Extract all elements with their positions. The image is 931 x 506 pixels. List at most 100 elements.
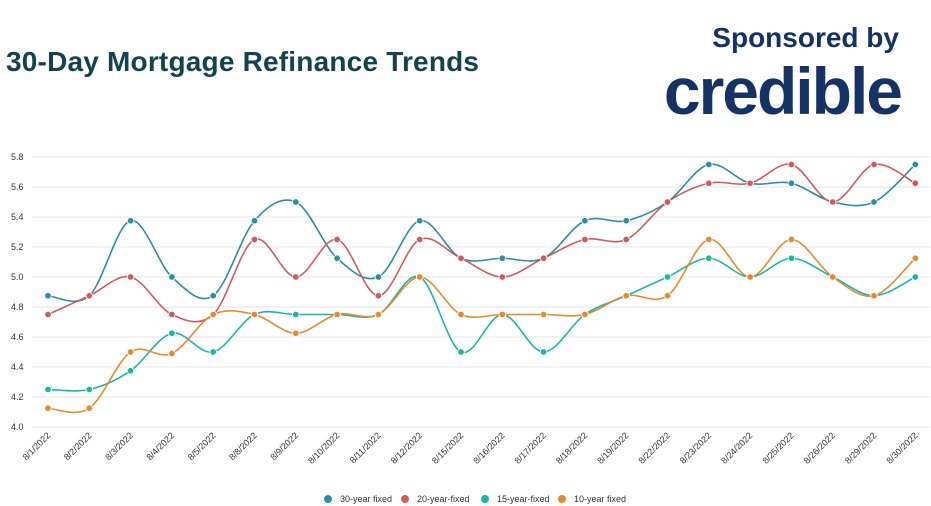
x-tick-label: 8/1/2022 bbox=[21, 430, 53, 462]
data-point bbox=[209, 310, 217, 319]
data-point bbox=[416, 235, 424, 244]
y-tick-label: 5.8 bbox=[11, 152, 24, 162]
x-tick-label: 8/18/2022 bbox=[554, 430, 589, 465]
x-tick-label: 8/30/2022 bbox=[884, 430, 919, 465]
data-point bbox=[85, 385, 93, 394]
data-point bbox=[457, 310, 465, 319]
x-tick-label: 8/4/2022 bbox=[144, 430, 176, 462]
x-tick-label: 8/22/2022 bbox=[637, 430, 672, 465]
sponsor-label: Sponsored by bbox=[712, 22, 899, 53]
data-point bbox=[746, 179, 754, 187]
data-point bbox=[622, 217, 630, 225]
x-tick-label: 8/24/2022 bbox=[719, 430, 754, 465]
data-point bbox=[374, 273, 383, 281]
data-point bbox=[416, 273, 424, 281]
y-axis-ticks: 5.8 5.6 5.4 5.2 5.0 4.8 4.6 4.4 4.2 4.0 bbox=[11, 152, 24, 432]
data-point bbox=[581, 235, 589, 244]
y-tick-label: 4.2 bbox=[11, 392, 24, 402]
series-points bbox=[44, 160, 919, 412]
data-point bbox=[250, 235, 259, 244]
legend-marker bbox=[324, 495, 332, 503]
x-tick-label: 8/15/2022 bbox=[430, 430, 465, 465]
legend-label: 10-year fixed bbox=[574, 494, 626, 504]
data-point bbox=[333, 235, 341, 244]
series-lines bbox=[47, 163, 916, 414]
data-point bbox=[333, 310, 341, 319]
data-point bbox=[168, 310, 176, 319]
data-point bbox=[705, 235, 713, 244]
data-point bbox=[85, 404, 93, 412]
y-tick-label: 5.4 bbox=[11, 212, 24, 222]
data-point bbox=[44, 310, 52, 319]
data-point bbox=[870, 160, 878, 169]
x-tick-label: 8/10/2022 bbox=[306, 430, 341, 465]
data-point bbox=[911, 179, 919, 187]
legend-marker bbox=[401, 495, 409, 503]
data-point bbox=[870, 198, 878, 206]
series-line-1 bbox=[47, 163, 916, 323]
x-tick-label: 8/8/2022 bbox=[227, 430, 259, 462]
chart-grid bbox=[32, 156, 930, 428]
data-point bbox=[705, 160, 713, 169]
data-point bbox=[292, 329, 300, 337]
x-tick-label: 8/9/2022 bbox=[268, 430, 300, 462]
data-point bbox=[663, 273, 672, 281]
series-line-0 bbox=[47, 163, 916, 303]
data-point bbox=[829, 198, 837, 206]
data-point bbox=[209, 348, 217, 356]
x-tick-label: 8/11/2022 bbox=[348, 430, 383, 465]
x-tick-label: 8/5/2022 bbox=[186, 430, 218, 462]
data-point bbox=[622, 292, 630, 300]
data-point bbox=[416, 217, 424, 225]
data-point bbox=[787, 160, 796, 169]
data-point bbox=[457, 348, 465, 356]
y-tick-label: 4.6 bbox=[11, 332, 24, 342]
brand-logo: credible bbox=[663, 54, 903, 128]
data-point bbox=[168, 329, 176, 337]
x-axis-ticks: 8/1/2022 8/2/2022 8/3/2022 8/4/2022 8/5/2022… bbox=[21, 430, 920, 465]
x-tick-label: 8/2/2022 bbox=[62, 430, 94, 462]
data-point bbox=[539, 310, 548, 319]
data-point bbox=[705, 254, 713, 262]
data-point bbox=[168, 273, 176, 281]
x-tick-label: 8/3/2022 bbox=[103, 430, 135, 462]
data-point bbox=[44, 292, 52, 300]
data-point bbox=[292, 310, 300, 319]
data-point bbox=[539, 348, 548, 356]
data-point bbox=[44, 404, 52, 412]
data-point bbox=[209, 292, 217, 300]
data-point bbox=[663, 292, 672, 300]
data-point bbox=[250, 217, 259, 225]
x-tick-label: 8/12/2022 bbox=[389, 430, 424, 465]
data-point bbox=[126, 367, 135, 375]
series-line-3 bbox=[47, 238, 916, 414]
data-point bbox=[787, 179, 796, 187]
legend-label: 30-year fixed bbox=[340, 494, 392, 504]
data-point bbox=[911, 273, 919, 281]
x-tick-label: 8/25/2022 bbox=[760, 430, 795, 465]
data-point bbox=[787, 235, 796, 244]
x-tick-label: 8/17/2022 bbox=[513, 430, 548, 465]
x-tick-label: 8/29/2022 bbox=[843, 430, 878, 465]
y-tick-label: 5.6 bbox=[11, 182, 24, 192]
data-point bbox=[829, 273, 837, 281]
data-point bbox=[126, 217, 135, 225]
data-point bbox=[292, 198, 300, 206]
x-tick-label: 8/16/2022 bbox=[471, 430, 506, 465]
series-line-2 bbox=[47, 257, 916, 392]
data-point bbox=[168, 349, 176, 358]
data-point bbox=[85, 292, 93, 300]
data-point bbox=[457, 254, 465, 262]
data-point bbox=[374, 310, 383, 319]
data-point bbox=[663, 198, 672, 206]
legend-label: 20-year-fixed bbox=[417, 494, 470, 504]
y-tick-label: 5.2 bbox=[11, 242, 24, 252]
chart-title: 30-Day Mortgage Refinance Trends bbox=[6, 46, 480, 77]
data-point bbox=[705, 179, 713, 187]
data-point bbox=[498, 254, 506, 262]
data-point bbox=[292, 273, 300, 281]
data-point bbox=[126, 348, 135, 356]
data-point bbox=[333, 254, 341, 262]
data-point bbox=[870, 292, 878, 300]
